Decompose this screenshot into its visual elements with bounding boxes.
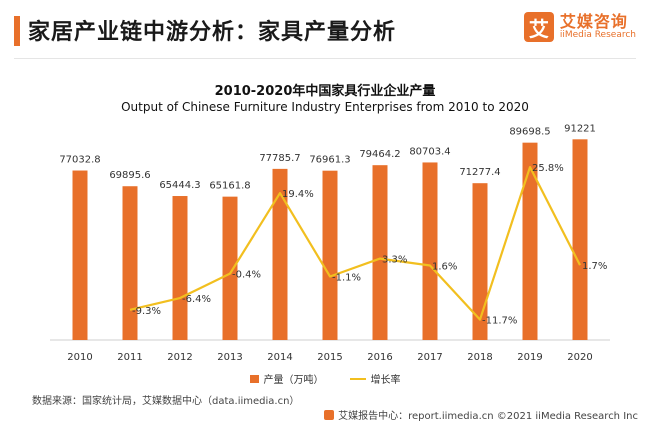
growth-label-2018: -11.7% [482,316,517,327]
report-center-icon [324,409,335,420]
x-tick-2014: 2014 [267,352,292,363]
x-tick-2010: 2010 [67,352,92,363]
bar-2017 [422,162,438,340]
chart-title: 2010-2020年中国家具行业企业产量 [214,84,436,99]
header-divider [14,58,636,59]
bar-label-2013: 65161.8 [209,181,250,192]
bar-2020 [572,139,588,340]
bar-label-2020: 91221 [564,123,596,134]
x-tick-2017: 2017 [417,352,442,363]
bar-label-2010: 77032.8 [59,155,100,166]
bar-label-2017: 80703.4 [409,146,450,157]
logo-icon: 艾 [523,12,554,42]
brand-logo: 艾 艾媒咨询 iiMedia Research [523,11,636,42]
bar-2012 [172,196,188,340]
legend-line-swatch [349,377,366,380]
legend-label-output: 产量（万吨） [263,375,324,386]
logo-text: 艾媒咨询 iiMedia Research [559,11,636,40]
x-tick-2011: 2011 [117,352,142,363]
title-accent-bar [14,16,20,46]
x-tick-2013: 2013 [217,352,242,363]
growth-label-2011: -9.3% [132,306,161,317]
growth-label-2019: 25.8% [532,163,564,174]
x-tick-2015: 2015 [317,352,342,363]
bar-label-2019: 89698.5 [509,127,550,138]
bar-2014 [272,168,288,340]
chart-subtitle: Output of Chinese Furniture Industry Ent… [121,100,529,114]
bar-label-2018: 71277.4 [459,167,500,178]
bar-label-2012: 65444.3 [159,180,200,191]
legend-item-growth: 增长率 [349,371,401,386]
bar-2018 [472,183,488,340]
bar-2013 [222,196,238,340]
bar-label-2016: 79464.2 [359,149,400,160]
logo-cn-text: 艾媒咨询 [559,11,628,31]
x-tick-2019: 2019 [517,352,542,363]
growth-label-2016: 3.3% [382,255,407,266]
growth-line [129,165,581,321]
bar-2019 [522,142,538,340]
page-title: 家居产业链中游分析：家具产量分析 [28,20,397,45]
footer: 艾媒报告中心：report.iimedia.cn ©2021 iiMedia R… [324,407,638,422]
bar-label-2011: 69895.6 [109,170,150,181]
footer-text: 艾媒报告中心：report.iimedia.cn ©2021 iiMedia R… [338,411,638,422]
growth-label-2017: 1.6% [432,261,457,272]
growth-label-2014: 19.4% [282,189,314,200]
growth-label-2015: -1.1% [332,272,361,283]
x-tick-2012: 2012 [167,352,192,363]
bar-2016 [372,165,388,340]
x-tick-2016: 2016 [367,352,392,363]
growth-label-2013: -0.4% [232,270,261,281]
bar-2015 [322,170,338,340]
growth-label-2020: 1.7% [582,261,607,272]
bar-2010 [72,170,88,340]
bar-label-2014: 77785.7 [259,153,300,164]
legend-bar-swatch [249,374,259,383]
legend-label-growth: 增长率 [370,375,401,386]
growth-label-2012: -6.4% [182,294,211,305]
bar-2011 [122,186,138,340]
chart-legend: 产量（万吨） 增长率 [0,371,650,386]
bar-label-2015: 76961.3 [309,155,350,166]
x-tick-2020: 2020 [567,352,592,363]
legend-item-output: 产量（万吨） [249,371,324,386]
logo-en-text: iiMedia Research [559,29,636,40]
x-tick-2018: 2018 [467,352,492,363]
data-source: 数据来源：国家统计局，艾媒数据中心（data.iimedia.cn） [32,396,300,407]
